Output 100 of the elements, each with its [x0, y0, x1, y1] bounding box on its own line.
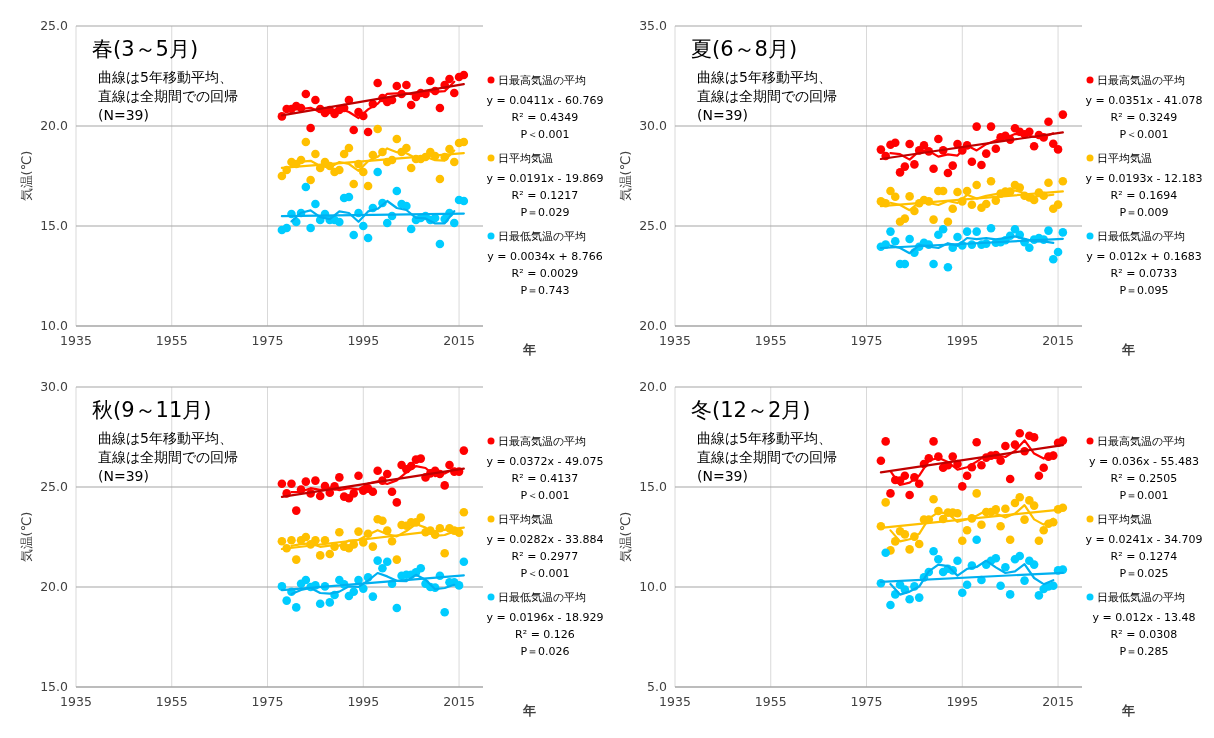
x-tick-label: 1995	[347, 333, 380, 348]
legend-label: 日最高気温の平均	[1097, 73, 1185, 87]
x-tick-label: 1975	[850, 694, 883, 709]
text: y = 0.0411x - 60.769	[486, 93, 604, 107]
text: R² = 0.1694	[1110, 188, 1178, 202]
text: P＝0.029	[520, 205, 570, 219]
text: R² = 0.4349	[511, 110, 579, 124]
y-tick-label: 20.0	[639, 379, 668, 395]
y-tick-label: 25.0	[40, 18, 69, 34]
text: R² = 0.3249	[1110, 110, 1178, 124]
annotation: 直線は全期間での回帰	[98, 449, 238, 465]
y-tick-label: 10.0	[40, 318, 69, 334]
y-tick-label: 20.0	[40, 118, 69, 134]
legend-label: 日最低気温の平均	[1097, 590, 1185, 604]
x-tick-label: 1955	[754, 694, 787, 709]
x-axis-title: 年	[1121, 342, 1135, 357]
x-tick-label: 1935	[659, 333, 691, 348]
text: P＝0.001	[1119, 488, 1169, 502]
text: 夏(6～8月)	[691, 37, 798, 61]
x-tick-label: 2015	[1042, 694, 1074, 709]
annotation: 曲線は5年移動平均、	[98, 69, 233, 85]
y-tick-label: 20.0	[639, 318, 668, 334]
y-axis-title: 気温(℃)	[618, 511, 633, 563]
text: R² = 0.0308	[1110, 627, 1178, 641]
text: y = 0.0034x + 8.766	[487, 249, 603, 263]
x-tick-label: 1975	[251, 694, 284, 709]
text: y = 0.036x - 55.483	[1088, 454, 1200, 468]
text: 春(3～5月)	[92, 37, 199, 61]
annotation: 曲線は5年移動平均、	[697, 430, 832, 446]
text: R² = 0.4137	[511, 471, 579, 485]
x-tick-label: 2015	[443, 333, 475, 348]
x-tick-label: 1975	[850, 333, 883, 348]
x-tick-label: 1995	[946, 333, 979, 348]
y-axis-title: 気温(℃)	[19, 150, 34, 202]
x-tick-label: 2015	[443, 694, 475, 709]
legend-label: 日平均気温	[1097, 151, 1152, 165]
y-tick-label: 5.0	[647, 679, 668, 695]
text: R² = 0.2505	[1110, 471, 1178, 485]
x-axis-title: 年	[1121, 703, 1135, 718]
y-tick-label: 15.0	[40, 679, 69, 695]
text: R² = 0.0029	[511, 266, 579, 280]
annotation: 曲線は5年移動平均、	[697, 69, 832, 85]
text: R² = 0.1217	[511, 188, 579, 202]
x-tick-label: 1935	[659, 694, 691, 709]
y-tick-label: 15.0	[40, 218, 69, 234]
x-tick-label: 1975	[251, 333, 284, 348]
x-tick-label: 1995	[347, 694, 380, 709]
legend-label: 日最高気温の平均	[498, 73, 586, 87]
annotation: (N=39)	[98, 107, 149, 123]
text: 冬(12～2月)	[691, 398, 811, 422]
y-tick-label: 15.0	[639, 479, 668, 495]
text: y = 0.0196x - 18.929	[486, 610, 604, 624]
legend-label: 日最低気温の平均	[498, 590, 586, 604]
x-tick-label: 1955	[155, 694, 188, 709]
annotation: 曲線は5年移動平均、	[98, 430, 233, 446]
annotation: 直線は全期間での回帰	[697, 88, 837, 104]
x-tick-label: 2015	[1042, 333, 1074, 348]
y-tick-label: 10.0	[639, 579, 668, 595]
x-tick-label: 1955	[754, 333, 787, 348]
text: P＜0.001	[520, 488, 570, 502]
x-tick-label: 1995	[946, 694, 979, 709]
legend-label: 日最低気温の平均	[498, 229, 586, 243]
y-tick-label: 25.0	[639, 218, 668, 234]
annotation: 直線は全期間での回帰	[697, 449, 837, 465]
legend-label: 日平均気温	[498, 512, 553, 526]
legend-label: 日平均気温	[1097, 512, 1152, 526]
annotation: 直線は全期間での回帰	[98, 88, 238, 104]
text: 秋(9～11月)	[92, 398, 212, 422]
text: P＝0.285	[1119, 644, 1169, 658]
y-tick-label: 25.0	[40, 479, 69, 495]
y-tick-label: 35.0	[639, 18, 668, 34]
y-tick-label: 30.0	[40, 379, 69, 395]
text: P＝0.095	[1119, 283, 1169, 297]
text: P＜0.001	[1119, 127, 1169, 141]
text: P＝0.025	[1119, 566, 1169, 580]
text: R² = 0.1274	[1110, 549, 1178, 563]
annotation: (N=39)	[697, 107, 748, 123]
annotation: (N=39)	[98, 468, 149, 484]
annotation: (N=39)	[697, 468, 748, 484]
text: y = 0.0193x - 12.183	[1085, 171, 1203, 185]
legend-label: 日平均気温	[498, 151, 553, 165]
y-tick-label: 20.0	[40, 579, 69, 595]
text: P＜0.001	[520, 566, 570, 580]
text: R² = 0.126	[515, 627, 575, 641]
text: y = 0.0191x - 19.869	[486, 171, 604, 185]
text: y = 0.0372x - 49.075	[486, 454, 604, 468]
legend-label: 日最高気温の平均	[1097, 434, 1185, 448]
text: P＝0.009	[1119, 205, 1169, 219]
y-axis-title: 気温(℃)	[618, 150, 633, 202]
text: y = 0.012x + 0.1683	[1086, 249, 1202, 263]
legend-label: 日最高気温の平均	[498, 434, 586, 448]
text: y = 0.0351x - 41.078	[1085, 93, 1203, 107]
text: y = 0.012x - 13.48	[1092, 610, 1196, 624]
text: P＝0.026	[520, 644, 570, 658]
x-tick-label: 1955	[155, 333, 188, 348]
text: y = 0.0282x - 33.884	[486, 532, 604, 546]
text: R² = 0.2977	[511, 549, 579, 563]
text: R² = 0.0733	[1110, 266, 1178, 280]
text: y = 0.0241x - 34.709	[1085, 532, 1203, 546]
text: P＝0.743	[520, 283, 570, 297]
